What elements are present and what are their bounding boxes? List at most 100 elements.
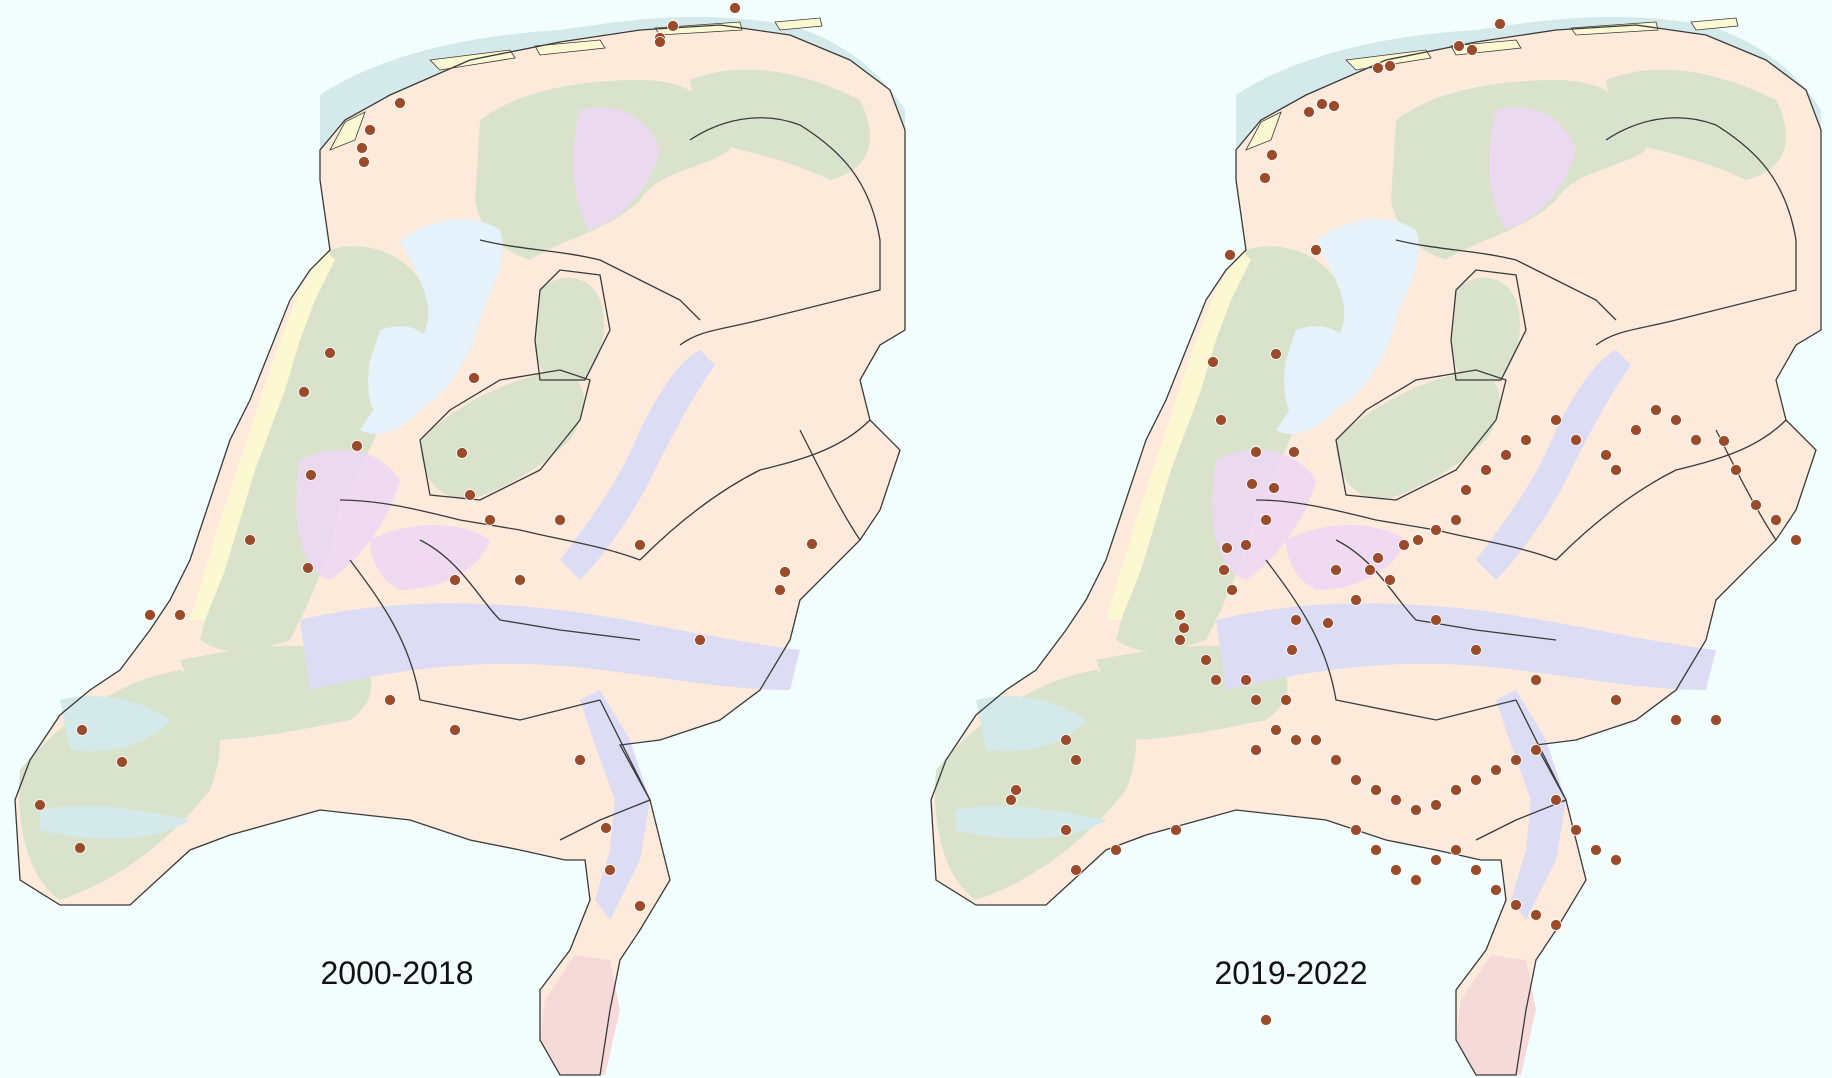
observation-dot: [468, 372, 480, 384]
lake-markermeer: [368, 326, 440, 430]
observation-dot: [1224, 249, 1236, 261]
observation-dot: [384, 694, 396, 706]
observation-dot: [116, 756, 128, 768]
observation-dot: [244, 534, 256, 546]
observation-dot: [1718, 435, 1730, 447]
province-border: [1265, 559, 1517, 721]
observation-dot: [1570, 824, 1582, 836]
observation-dot: [1372, 552, 1384, 564]
observation-dot: [74, 842, 86, 854]
observation-dot: [1550, 919, 1562, 931]
observation-dot: [1070, 864, 1082, 876]
province-border: [1395, 239, 1617, 321]
observation-dot: [1328, 100, 1340, 112]
observation-dot: [1260, 514, 1272, 526]
observation-dot: [1268, 482, 1280, 494]
province-border: [1255, 499, 1557, 561]
province-border: [930, 24, 1822, 1076]
observation-dot: [1174, 634, 1186, 646]
observation-dot: [358, 156, 370, 168]
observation-dot: [1630, 424, 1642, 436]
coastal-dunes: [190, 250, 335, 620]
wadden-island: [329, 111, 366, 151]
observation-dot: [1610, 694, 1622, 706]
observation-dot: [1350, 594, 1362, 606]
peat-holland: [296, 449, 400, 580]
observation-dot: [1490, 764, 1502, 776]
observation-dot: [1650, 404, 1662, 416]
clay-groningen: [690, 69, 870, 180]
map-panel-2019-2022: [916, 0, 1832, 1078]
province-border: [559, 699, 651, 841]
observation-dot: [1250, 446, 1262, 458]
observation-dot: [1410, 874, 1422, 886]
observation-dots: [1005, 18, 1802, 1026]
river-area: [1216, 603, 1716, 690]
estuary-westerschelde: [40, 805, 190, 839]
observation-dot: [1530, 674, 1542, 686]
observation-dot: [1370, 784, 1382, 796]
wadden-island: [774, 17, 823, 31]
province-border: [1555, 419, 1787, 561]
observation-dot: [1430, 799, 1442, 811]
observation-dot: [305, 469, 317, 481]
peat-friesland: [573, 107, 660, 230]
observation-dot: [1210, 674, 1222, 686]
south-limburg: [1456, 955, 1536, 1075]
observation-dot: [667, 20, 679, 32]
observation-dot: [1280, 694, 1292, 706]
observation-dot: [1174, 609, 1186, 621]
province-border: [1335, 369, 1507, 501]
observation-dot: [654, 36, 666, 48]
observation-dot: [1310, 734, 1322, 746]
peat-utrecht: [1286, 525, 1406, 590]
province-border: [679, 117, 881, 346]
observation-dot: [1430, 614, 1442, 626]
observation-dot: [1370, 844, 1382, 856]
observation-dot: [464, 489, 476, 501]
clay-noordoostpolder: [1451, 277, 1521, 384]
observation-dot: [1550, 414, 1562, 426]
clay-flevoland: [1336, 370, 1500, 500]
observation-dot: [351, 440, 363, 452]
south-limburg: [540, 955, 620, 1075]
observation-dot: [1750, 499, 1762, 511]
estuary-oosterschelde: [976, 696, 1086, 752]
observation-dot: [76, 724, 88, 736]
observation-dot: [1412, 534, 1424, 546]
observation-dot: [1310, 244, 1322, 256]
observation-dot: [1600, 449, 1612, 461]
observation-dot: [1730, 464, 1742, 476]
clay-groningen: [1606, 69, 1786, 180]
observation-dot: [1060, 824, 1072, 836]
period-label-2000-2018: 2000-2018: [320, 955, 474, 991]
province-border: [1335, 539, 1557, 641]
observation-dot: [1364, 564, 1376, 576]
observation-dots: [34, 2, 818, 912]
province-border: [419, 539, 641, 641]
observation-dot: [600, 822, 612, 834]
observation-dot: [1200, 654, 1212, 666]
observation-dot: [1410, 804, 1422, 816]
observation-dot: [1005, 794, 1017, 806]
observation-dot: [1110, 844, 1122, 856]
observation-dot: [324, 347, 336, 359]
netherlands-map-2000-2018: [0, 0, 916, 1078]
observation-dot: [1384, 60, 1396, 72]
observation-dot: [574, 754, 586, 766]
observation-dot: [634, 539, 646, 551]
observation-dot: [1250, 744, 1262, 756]
province-border: [1595, 117, 1797, 346]
netherlands-map-2019-2022: [916, 0, 1832, 1078]
province-border: [534, 269, 611, 381]
observation-dot: [1215, 414, 1227, 426]
observation-dot: [1270, 724, 1282, 736]
peat-friesland: [1489, 107, 1576, 230]
observation-dot: [1453, 40, 1465, 52]
observation-dot: [1710, 714, 1722, 726]
observation-dot: [1221, 542, 1233, 554]
observation-dot: [1170, 824, 1182, 836]
province-border: [1450, 269, 1527, 381]
period-label-2019-2022: 2019-2022: [1214, 955, 1368, 991]
observation-dot: [484, 514, 496, 526]
